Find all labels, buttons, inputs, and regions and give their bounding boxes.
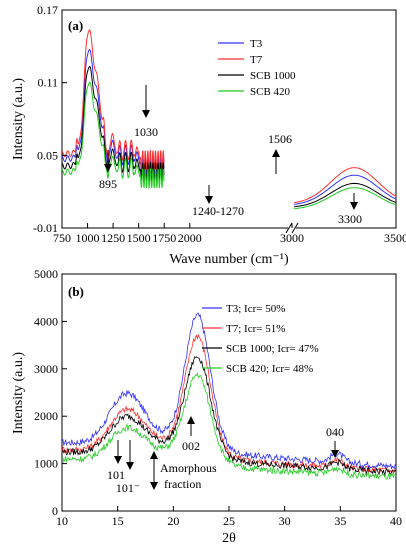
panel-a: 750 1000 1250 1500 1750 2000 3000 3500 -0.01 0.05… — [11, 3, 406, 267]
annot-1506: 1506 — [268, 132, 292, 146]
legend-a-scb1000: SCB 1000 — [250, 70, 296, 82]
legend-a-t3: T3 — [250, 38, 263, 50]
arrowhead-101 — [114, 456, 122, 464]
panel-b-legend: T3; Icr= 50% T7; Icr= 51% SCB 1000; Icr=… — [202, 303, 319, 375]
xtick-label-a: 1000 — [76, 231, 100, 245]
xtick-label-a: 3500 — [384, 231, 406, 245]
ytick-label-b: 5000 — [34, 267, 58, 281]
series-a-line-high — [294, 167, 397, 204]
series-b-line — [61, 333, 397, 475]
series-a-line — [61, 81, 165, 190]
axis-break-mark — [291, 222, 299, 234]
xtick-label-a: 2000 — [178, 231, 202, 245]
ytick-label-b: 2000 — [34, 409, 58, 423]
legend-b-scb420: SCB 420; Icr= 48% — [226, 363, 313, 375]
annot-1240-1270: 1240-1270 — [192, 204, 244, 218]
annot-101-bar: 101⁻ — [116, 481, 140, 495]
arrowhead-3300 — [350, 202, 358, 210]
annot-101: 101 — [107, 468, 125, 482]
panel-a-ylabel: Intensity (a.u.) — [11, 78, 26, 160]
panel-b-label: (b) — [68, 284, 84, 299]
arrowhead-1506 — [272, 149, 280, 157]
xtick-label-b: 15 — [112, 514, 124, 528]
xtick-label-b: 40 — [390, 514, 402, 528]
panel-b-ticks: 10 15 20 25 30 35 40 0 1000 2000 3000 4000 5000 — [34, 267, 402, 528]
xtick-label-a: 1500 — [127, 231, 151, 245]
series-a-line — [61, 29, 165, 172]
arrowhead-895 — [104, 164, 112, 172]
plot-frame-a — [61, 9, 397, 229]
legend-a-scb420: SCB 420 — [250, 86, 291, 98]
ytick-label-a: 0.17 — [37, 3, 58, 17]
xtick-label-b: 35 — [334, 514, 346, 528]
annot-amorphous: Amorphous — [160, 461, 217, 475]
annot-895: 895 — [99, 177, 117, 191]
series-a-line — [61, 65, 165, 184]
series-b-line — [61, 356, 397, 476]
xtick-label-a: 750 — [53, 231, 71, 245]
annot-3300: 3300 — [338, 212, 362, 226]
ytick-label-b: 4000 — [34, 314, 58, 328]
series-b-line — [61, 312, 397, 470]
arrowhead-002 — [187, 416, 195, 424]
legend-b-t3: T3; Icr= 50% — [226, 303, 285, 315]
arrowhead-amorphous-down — [150, 482, 158, 490]
series-b-line — [61, 372, 397, 480]
panel-a-curves — [61, 29, 397, 210]
panel-b-xlabel: 2θ — [222, 531, 236, 546]
xtick-label-b: 20 — [167, 514, 179, 528]
xtick-label-b: 25 — [223, 514, 235, 528]
panel-b-ylabel: Intensity (a.u.) — [11, 352, 26, 434]
annot-040: 040 — [326, 425, 344, 439]
annot-002: 002 — [182, 439, 200, 453]
ytick-label-b: 3000 — [34, 362, 58, 376]
arrowhead-040 — [331, 450, 339, 458]
ytick-label-a: 0.05 — [37, 148, 58, 162]
xtick-label-b: 10 — [56, 514, 68, 528]
legend-a-t7: T7 — [250, 54, 263, 66]
ytick-label-b: 1000 — [34, 457, 58, 471]
arrowhead-1030 — [142, 110, 150, 118]
ytick-label-b: 0 — [52, 504, 58, 518]
ytick-label-a: 0.11 — [37, 76, 58, 90]
series-a-line-high — [294, 187, 397, 210]
arrowhead-101bar — [126, 462, 134, 470]
panel-a-label: (a) — [68, 18, 83, 33]
panel-a-annotations: 895 1030 1240-1270 1506 3300 — [99, 85, 362, 226]
annot-fraction: fraction — [164, 477, 201, 491]
panel-b-annotations: 101 101⁻ Amorphous fraction 002 040 — [107, 416, 344, 495]
arrowhead-1240 — [205, 196, 213, 204]
xtick-label-b: 30 — [279, 514, 291, 528]
panel-a-xlabel: Wave number (cm⁻¹) — [169, 252, 289, 267]
axis-break-mark — [285, 222, 293, 234]
series-a-line-high — [294, 182, 397, 208]
legend-b-scb1000: SCB 1000; Icr= 47% — [226, 343, 319, 355]
legend-b-t7: T7; Icr= 51% — [226, 323, 285, 335]
panel-a-legend: T3 T7 SCB 1000 SCB 420 — [218, 38, 296, 98]
ytick-label-a: -0.01 — [33, 221, 58, 235]
series-a-line-high — [294, 174, 397, 205]
panel-a-ticks: 750 1000 1250 1500 1750 2000 3000 3500 -0.01 0.05… — [33, 3, 406, 245]
annot-1030: 1030 — [134, 125, 158, 139]
xtick-label-a: 1750 — [152, 231, 176, 245]
xtick-label-a: 3000 — [280, 231, 304, 245]
panel-b-curves — [61, 312, 397, 480]
xtick-label-a: 1250 — [101, 231, 125, 245]
arrowhead-amorphous-up — [150, 451, 158, 459]
